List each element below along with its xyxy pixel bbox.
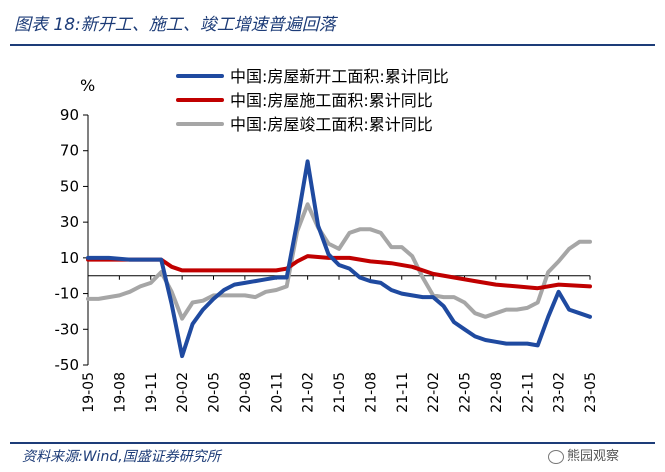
chart-axes: 90 70 50 30 10 -10 -30 -50% 19-05 19-08 19-11 20-02…	[55, 76, 600, 413]
y-tick-label: 90	[60, 106, 79, 124]
y-tick-label: -30	[55, 320, 80, 338]
x-tick-label: 21-08	[363, 372, 379, 413]
series-layer	[86, 159, 592, 359]
x-tick-label: 21-05	[332, 372, 348, 413]
x-tick-label: 22-05	[458, 372, 474, 413]
y-tick-label: -10	[55, 285, 80, 303]
footer-divider	[10, 442, 655, 444]
y-tick-label: 30	[60, 213, 79, 231]
series-line-3	[86, 202, 592, 321]
x-tick-label: 20-11	[269, 372, 285, 413]
watermark-text: 熊园观察	[567, 449, 620, 464]
y-axis-label: %	[80, 76, 95, 95]
figure-title: 图表 18:新开工、施工、竣工增速普遍回落	[14, 15, 336, 35]
y-tick-label: 70	[60, 142, 79, 160]
x-tick-label: 22-11	[520, 372, 536, 413]
x-tick-label: 21-02	[301, 372, 317, 413]
x-tick-label: 22-02	[426, 372, 442, 413]
y-tick-label: 50	[60, 177, 79, 195]
x-tick-label: 19-08	[112, 372, 128, 413]
legend-label: 中国:房屋施工面积:累计同比	[230, 91, 433, 110]
x-tick-label: 23-02	[552, 372, 568, 413]
x-tick-label: 23-05	[583, 372, 599, 413]
x-tick-label: 20-05	[207, 372, 223, 413]
x-tick-label: 19-11	[144, 372, 160, 413]
series-line-1	[86, 159, 592, 359]
watermark: 熊园观察	[548, 445, 619, 464]
legend-label: 中国:房屋新开工面积:累计同比	[230, 67, 449, 86]
x-tick-label: 21-11	[395, 372, 411, 413]
y-tick-label: -50	[55, 356, 80, 374]
legend: 中国:房屋新开工面积:累计同比中国:房屋施工面积:累计同比中国:房屋竣工面积:累…	[176, 67, 449, 134]
y-tick-label: 10	[60, 249, 79, 267]
legend-label: 中国:房屋竣工面积:累计同比	[230, 115, 433, 134]
source-note: 资料来源:Wind,国盛证券研究所	[22, 449, 221, 465]
title-divider	[10, 44, 655, 46]
x-tick-label: 22-08	[489, 372, 505, 413]
x-tick-label: 19-05	[81, 372, 97, 413]
x-tick-label: 20-02	[175, 372, 191, 413]
x-tick-label: 20-08	[238, 372, 254, 413]
wechat-icon	[548, 449, 564, 464]
